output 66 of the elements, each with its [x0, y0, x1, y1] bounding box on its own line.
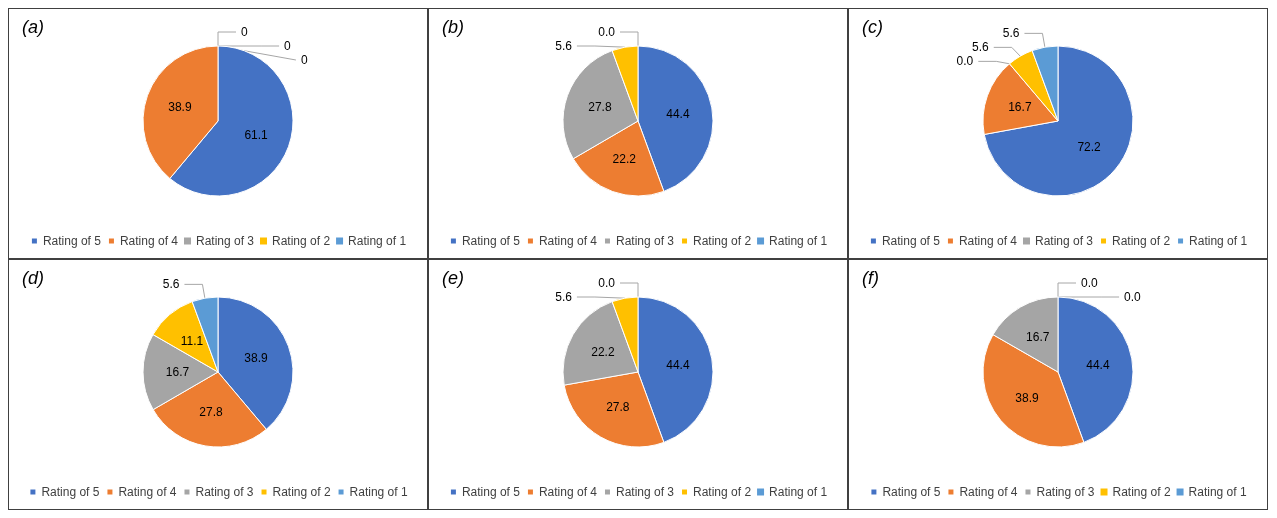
legend-label: Rating of 5 — [461, 234, 521, 248]
legend-label: Rating of 3 — [615, 485, 675, 499]
legend-label: Rating of 1 — [348, 234, 407, 248]
legend-label: Rating of 2 — [272, 485, 331, 499]
legend-label: Rating of 3 — [195, 234, 255, 248]
legend-label: Rating of 4 — [959, 485, 1018, 499]
legend-label: Rating of 5 — [882, 485, 941, 499]
text: 0 — [284, 39, 291, 53]
data-label: 27.8 — [199, 404, 224, 419]
chart-title: (f) — [862, 268, 879, 288]
data-label: 38.9 — [168, 100, 192, 115]
chart-title: (d) — [22, 268, 44, 288]
data-label: 5.6 — [1002, 26, 1020, 41]
data-label: 44.4 — [1086, 357, 1110, 372]
legend-label: Rating of 4 — [538, 234, 598, 248]
legend-label: Rating of 4 — [958, 234, 1018, 248]
text: 0.0 — [598, 25, 615, 39]
text: 0.0 — [598, 276, 615, 290]
data-label: 61.1 — [244, 127, 269, 142]
data-label: 16.7 — [1026, 329, 1050, 344]
legend-label: Rating of 5 — [42, 234, 102, 248]
legend-label: Rating of 2 — [272, 234, 331, 248]
legend-label: Rating of 2 — [693, 234, 752, 248]
data-label: 16.7 — [1008, 100, 1032, 115]
data-label: 5.6 — [972, 40, 990, 55]
legend-label: Rating of 5 — [881, 234, 941, 248]
legend-label: Rating of 1 — [1188, 485, 1247, 499]
text: 0.0 — [1081, 276, 1098, 290]
data-label: 27.8 — [606, 400, 630, 415]
chart-title: (c) — [862, 17, 883, 37]
data-label: 38.9 — [244, 351, 269, 366]
data-label: 5.6 — [555, 39, 573, 53]
text: 0.0 — [956, 54, 974, 69]
data-label: 44.4 — [666, 106, 690, 121]
legend-label: Rating of 4 — [119, 234, 179, 248]
legend-label: Rating of 4 — [118, 485, 177, 499]
data-label: 22.2 — [612, 152, 637, 167]
text: 0 — [241, 25, 248, 39]
data-label: 22.2 — [591, 344, 615, 359]
legend-label: Rating of 2 — [693, 485, 752, 499]
chart-title: (a) — [22, 17, 44, 37]
legend-label: Rating of 1 — [1189, 234, 1248, 248]
legend-label: Rating of 3 — [195, 485, 254, 499]
text: 0.0 — [1124, 290, 1141, 304]
chart-title: (b) — [442, 17, 464, 37]
data-label: 16.7 — [165, 365, 190, 380]
legend-label: Rating of 5 — [41, 485, 100, 499]
data-label: 5.6 — [555, 290, 573, 304]
legend-label: Rating of 3 — [615, 234, 675, 248]
data-label: 27.8 — [588, 100, 612, 115]
chart-title: (e) — [442, 268, 464, 288]
legend-label: Rating of 3 — [1034, 234, 1094, 248]
data-label: 72.2 — [1077, 139, 1102, 154]
legend-label: Rating of 1 — [349, 485, 408, 499]
text: 0 — [300, 53, 308, 67]
data-label: 38.9 — [1015, 391, 1040, 406]
legend-label: Rating of 1 — [769, 485, 828, 499]
legend-label: Rating of 4 — [538, 485, 598, 499]
data-label: 44.4 — [666, 357, 690, 372]
data-label: 5.6 — [162, 277, 180, 292]
legend-label: Rating of 5 — [461, 485, 521, 499]
legend-label: Rating of 1 — [769, 234, 828, 248]
legend-label: Rating of 2 — [1112, 485, 1171, 499]
data-label: 11.1 — [180, 334, 204, 349]
legend-label: Rating of 3 — [1036, 485, 1095, 499]
legend-label: Rating of 2 — [1112, 234, 1171, 248]
